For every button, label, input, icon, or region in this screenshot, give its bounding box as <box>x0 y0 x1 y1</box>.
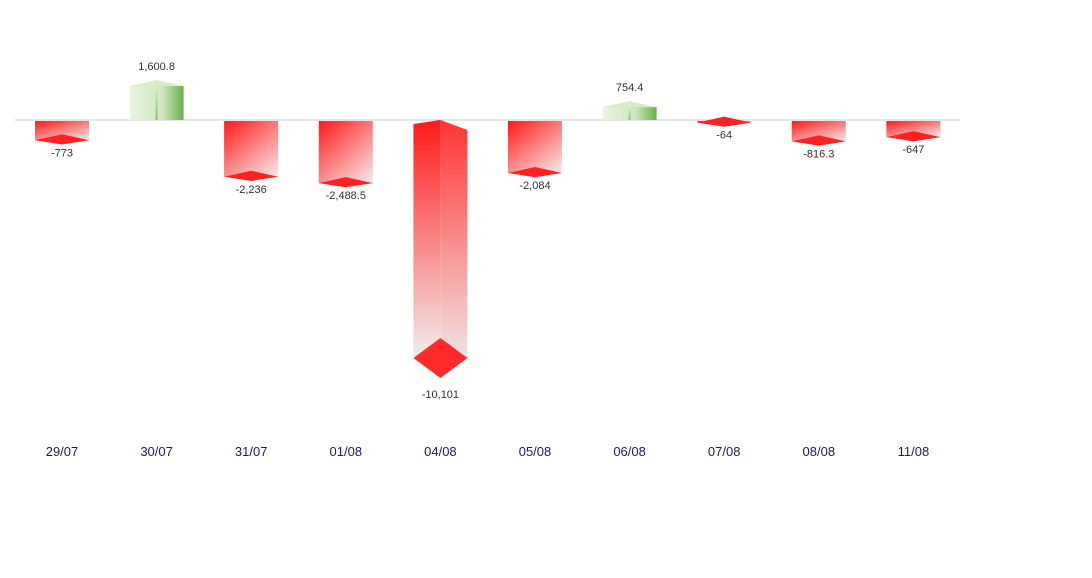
bar-side <box>155 86 158 120</box>
x-tick-label: 29/07 <box>46 444 79 459</box>
x-tick-label: 30/07 <box>140 444 173 459</box>
bar-29/07 <box>35 121 89 145</box>
bar-06/08 <box>602 101 657 120</box>
bar-end-cap <box>413 338 468 378</box>
value-label: -647 <box>902 144 924 156</box>
value-label: -773 <box>51 147 73 159</box>
x-tick-label: 07/08 <box>708 444 741 459</box>
value-label: -10,101 <box>422 389 459 401</box>
bar-end-cap <box>791 135 846 146</box>
bar-face-overlay <box>791 121 846 142</box>
bar-end-cap <box>886 131 941 142</box>
bar-end-cap <box>508 166 562 178</box>
bar-11/08 <box>886 121 941 142</box>
value-label: -64 <box>716 130 732 142</box>
x-tick-label: 06/08 <box>613 444 646 459</box>
bar-face-overlay <box>35 121 89 141</box>
bar-face-overlay <box>224 121 279 177</box>
bar-face-overlay <box>886 121 941 138</box>
x-tick-label: 05/08 <box>519 444 552 459</box>
value-label: -816.3 <box>803 148 834 160</box>
value-label: -2,488.5 <box>326 190 366 202</box>
x-tick-label: 04/08 <box>424 444 457 459</box>
value-label: 1,600.8 <box>138 61 175 73</box>
bar-side <box>628 107 631 120</box>
bar-end-cap <box>318 177 373 188</box>
bar-end-cap <box>224 170 279 181</box>
bar-face-overlay <box>318 121 373 184</box>
value-label: -2,236 <box>236 184 267 196</box>
x-tick-label: 01/08 <box>330 444 363 459</box>
value-label: 754.4 <box>616 82 644 94</box>
bar-07/08 <box>697 116 752 127</box>
bar-04/08 <box>413 120 468 378</box>
bar-05/08 <box>508 121 562 178</box>
bar-01/08 <box>318 121 373 188</box>
bar-face-overlay <box>508 121 562 173</box>
bar-side <box>440 120 468 358</box>
bar-30/07 <box>129 80 184 120</box>
bar-08/08 <box>791 121 846 146</box>
x-tick-label: 08/08 <box>803 444 836 459</box>
bar-end-cap <box>35 134 89 145</box>
bar-face <box>413 120 441 358</box>
value-label: -2,084 <box>519 180 550 192</box>
bars-group <box>35 80 941 378</box>
bar-end-cap <box>697 116 752 127</box>
bar-31/07 <box>224 121 279 181</box>
x-tick-label: 11/08 <box>898 444 930 459</box>
labels-group: -773 29/07 1,600.8 30/07 -2,236 31/07 -2,488.5… <box>46 61 929 459</box>
x-tick-label: 31/07 <box>235 444 268 459</box>
